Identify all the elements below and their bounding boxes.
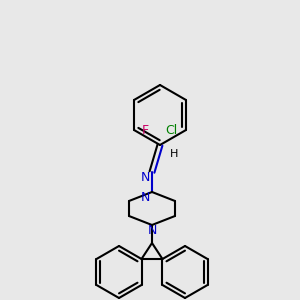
Text: F: F	[142, 124, 149, 136]
Text: N: N	[141, 171, 150, 184]
Text: H: H	[170, 149, 178, 159]
Text: Cl: Cl	[166, 124, 178, 136]
Text: N: N	[147, 224, 157, 237]
Text: N: N	[141, 191, 150, 204]
